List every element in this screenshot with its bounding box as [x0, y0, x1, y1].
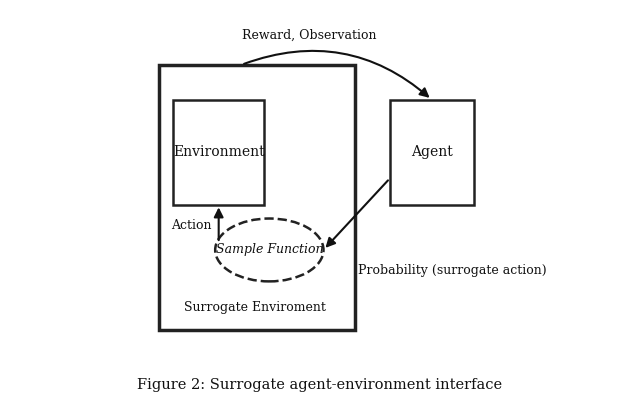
Text: Agent: Agent	[411, 145, 452, 159]
FancyArrowPatch shape	[244, 51, 428, 96]
Ellipse shape	[215, 218, 323, 281]
Text: Figure 2: Surrogate agent-environment interface: Figure 2: Surrogate agent-environment in…	[138, 378, 502, 392]
Text: Environment: Environment	[173, 145, 264, 159]
Text: Sample Function: Sample Function	[216, 243, 323, 256]
FancyArrowPatch shape	[327, 180, 388, 246]
Bar	[159, 65, 355, 330]
Bar	[390, 100, 474, 204]
Text: Probability (surrogate action): Probability (surrogate action)	[358, 264, 547, 278]
Text: Reward, Observation: Reward, Observation	[243, 29, 377, 42]
FancyArrowPatch shape	[215, 210, 223, 240]
Bar	[173, 100, 264, 204]
Text: Surrogate Enviroment: Surrogate Enviroment	[184, 301, 326, 314]
Text: Action: Action	[172, 219, 212, 232]
